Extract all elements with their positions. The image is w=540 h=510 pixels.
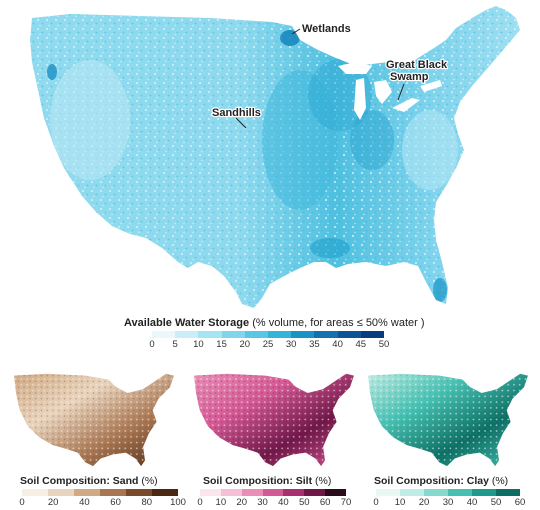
- clay-colorbar-step: [496, 489, 520, 496]
- clay-colorbar-tick: 0: [373, 497, 379, 508]
- main-colorbar-tick: 50: [378, 339, 390, 350]
- great-black-swamp-label-line2: Swamp: [390, 71, 429, 83]
- silt-colorbar-step: [325, 489, 347, 496]
- sand-colorbar-step: [126, 489, 152, 496]
- silt-colorbar-tick: 10: [215, 497, 227, 508]
- clay-colorbar-step: [448, 489, 472, 496]
- sand-colorbar: [22, 489, 178, 496]
- sand-colorbar-tick: 80: [141, 497, 153, 508]
- sand-colorbar-step: [74, 489, 100, 496]
- silt-legend-title: Soil Composition: Silt (%): [203, 475, 331, 487]
- main-colorbar-step: [314, 331, 338, 338]
- clay-map: [368, 373, 528, 467]
- sand-colorbar-tick: 0: [19, 497, 25, 508]
- main-colorbar-step: [360, 331, 385, 338]
- main-colorbar-step: [268, 331, 292, 338]
- silt-colorbar: [200, 489, 347, 496]
- silt-colorbar-step: [262, 489, 284, 496]
- sand-colorbar-step: [48, 489, 74, 496]
- main-colorbar-step: [337, 331, 361, 338]
- main-colorbar-step: [198, 331, 222, 338]
- clay-colorbar-step: [400, 489, 424, 496]
- main-colorbar-step: [221, 331, 245, 338]
- main-colorbar-tick: 40: [332, 339, 343, 350]
- sand-map: [14, 373, 174, 467]
- silt-colorbar-tick: 30: [257, 497, 268, 508]
- clay-colorbar-tick: 40: [466, 497, 478, 508]
- main-map: Wetlands Sandhills Great Black Swamp: [30, 6, 520, 308]
- main-legend-title-bold: Available Water Storage: [124, 317, 250, 329]
- wetlands-label: Wetlands: [302, 23, 351, 35]
- main-colorbar-tick: 5: [172, 339, 178, 350]
- clay-colorbar-tick: 10: [394, 497, 406, 508]
- clay-colorbar-step: [424, 489, 448, 496]
- clay-colorbar-tick: 50: [490, 497, 502, 508]
- great-black-swamp-label-line1: Great Black: [386, 59, 448, 71]
- sand-colorbar-tick: 60: [110, 497, 121, 508]
- sand-colorbar-tick: 40: [79, 497, 90, 508]
- main-colorbar-step: [244, 331, 269, 338]
- silt-colorbar-step: [283, 489, 305, 496]
- silt-colorbar-tick: 20: [236, 497, 247, 508]
- silt-colorbar-step: [304, 489, 326, 496]
- main-colorbar-tick: 15: [216, 339, 227, 350]
- clay-legend-title-bold: Soil Composition: Clay: [374, 475, 489, 487]
- silt-colorbar-tick: 70: [340, 497, 352, 508]
- sand-legend-title: Soil Composition: Sand (%): [20, 475, 158, 487]
- silt-colorbar-tick: 40: [278, 497, 289, 508]
- clay-legend-title: Soil Composition: Clay (%): [374, 475, 508, 487]
- main-legend-title-rest: (% volume, for areas ≤ 50% water ): [252, 317, 425, 329]
- clay-colorbar-step: [472, 489, 496, 496]
- silt-colorbar-tick: 60: [319, 497, 331, 508]
- clay-colorbar: [376, 489, 520, 496]
- sand-legend-title-bold: Soil Composition: Sand: [20, 475, 139, 487]
- clay-colorbar-tick: 30: [442, 497, 454, 508]
- main-colorbar-ticks: 0 5 10 15 20 25 30 35 40 45 50: [0, 339, 540, 353]
- main-colorbar-tick: 10: [193, 339, 204, 350]
- sand-colorbar-step: [22, 489, 48, 496]
- silt-colorbar-step: [200, 489, 221, 496]
- main-colorbar: [152, 331, 385, 338]
- sandhills-label: Sandhills: [212, 107, 261, 119]
- main-colorbar-step: [175, 331, 199, 338]
- silt-legend-title-bold: Soil Composition: Silt: [203, 475, 313, 487]
- main-colorbar-tick: 25: [262, 339, 274, 350]
- clay-colorbar-step: [376, 489, 400, 496]
- silt-colorbar-step: [220, 489, 242, 496]
- sand-colorbar-tick: 100: [170, 497, 186, 508]
- clay-colorbar-tick: 20: [418, 497, 430, 508]
- clay-colorbar-tick: 60: [514, 497, 526, 508]
- main-colorbar-tick: 30: [285, 339, 297, 350]
- sand-colorbar-tick: 20: [47, 497, 59, 508]
- silt-colorbar-step: [241, 489, 263, 496]
- main-colorbar-tick: 45: [355, 339, 367, 350]
- silt-map: [194, 373, 354, 467]
- main-colorbar-tick: 20: [239, 339, 251, 350]
- clay-legend-title-rest: (%): [488, 475, 509, 487]
- sand-legend-title-rest: (%): [138, 475, 158, 487]
- sand-colorbar-step: [152, 489, 178, 496]
- main-colorbar-step: [291, 331, 315, 338]
- main-legend-title: Available Water Storage (% volume, for a…: [124, 317, 425, 329]
- silt-colorbar-tick: 50: [298, 497, 310, 508]
- sand-colorbar-step: [100, 489, 126, 496]
- main-colorbar-step: [152, 331, 176, 338]
- main-colorbar-tick: 35: [309, 339, 320, 350]
- silt-colorbar-tick: 0: [197, 497, 203, 508]
- silt-legend-title-rest: (%): [312, 475, 332, 487]
- main-colorbar-tick: 0: [149, 339, 155, 350]
